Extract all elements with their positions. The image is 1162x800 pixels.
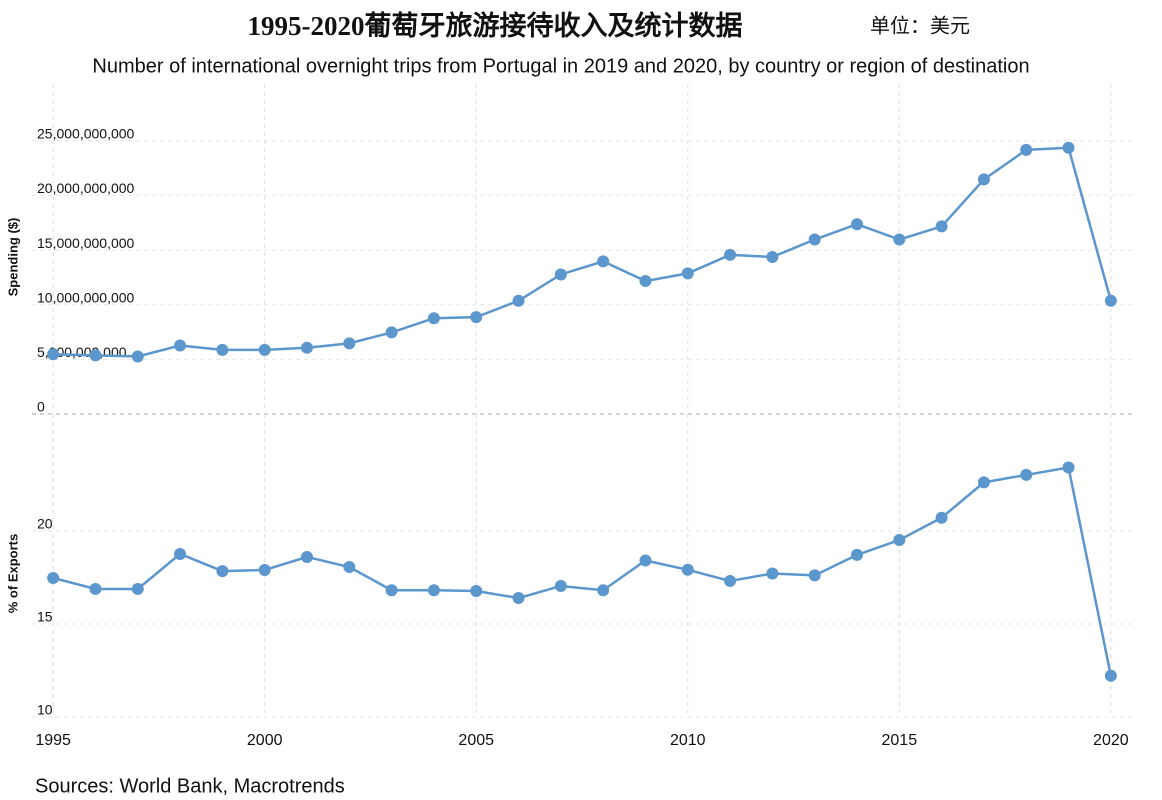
point — [554, 268, 567, 281]
point — [1062, 141, 1075, 154]
point — [851, 548, 863, 561]
point — [89, 582, 102, 595]
point — [681, 267, 694, 280]
subtitle: Number of international overnight trips … — [92, 55, 1029, 77]
line — [52, 466, 1113, 677]
point — [681, 563, 694, 576]
point — [385, 326, 398, 339]
point — [258, 343, 271, 356]
point — [597, 584, 610, 597]
line — [53, 146, 1113, 358]
point — [470, 584, 483, 597]
y-tick-label: 25,000,000,000 — [37, 125, 135, 141]
y-tick-label: 0 — [37, 399, 45, 415]
point — [639, 554, 652, 567]
point — [385, 584, 398, 597]
unit-label: 单位：美元 — [870, 14, 970, 37]
point — [47, 348, 60, 361]
point — [977, 173, 990, 186]
y-tick-label: 10,000,000,000 — [37, 289, 135, 305]
point — [935, 220, 948, 233]
point — [639, 275, 652, 288]
point — [216, 565, 229, 578]
point — [977, 476, 990, 489]
point — [554, 579, 567, 592]
point — [808, 569, 821, 582]
point — [724, 574, 737, 587]
y-tick-label: 15 — [37, 609, 53, 625]
x-tick-label: 2015 — [882, 732, 918, 749]
point — [131, 350, 144, 363]
x-tick-label: 2010 — [670, 732, 706, 749]
point — [47, 571, 60, 584]
y-axis-label: Spending ($) — [5, 218, 20, 297]
point — [427, 584, 440, 597]
point — [724, 248, 737, 261]
point — [174, 339, 187, 352]
x-tick-label: 2005 — [458, 732, 494, 749]
point — [893, 534, 906, 547]
point — [597, 255, 610, 268]
chart-title: 1995-2020葡萄牙旅游接待收入及统计数据 — [248, 10, 743, 41]
y-tick-label: 20,000,000,000 — [37, 180, 135, 196]
point — [808, 233, 821, 246]
point — [893, 233, 906, 246]
point — [1020, 468, 1033, 481]
point — [766, 567, 779, 580]
y-tick-label: 20 — [37, 516, 53, 532]
source: Sources: World Bank, Macrotrends — [35, 775, 345, 797]
x-tick-label: 2020 — [1093, 732, 1129, 749]
point — [512, 592, 525, 605]
point — [174, 547, 187, 560]
y-tick-label: 10 — [37, 702, 53, 718]
point — [301, 341, 313, 354]
point — [216, 343, 229, 356]
point — [935, 511, 948, 524]
point — [470, 311, 483, 324]
point — [258, 563, 271, 576]
point — [1062, 461, 1075, 474]
point — [427, 312, 440, 325]
point — [512, 294, 525, 307]
point — [766, 251, 779, 263]
x-tick-label: 1995 — [35, 732, 71, 749]
point — [301, 550, 313, 563]
y-axis-label: % of Exports — [5, 534, 20, 613]
point — [131, 582, 144, 595]
x-tick-label: 2000 — [247, 732, 283, 749]
point — [89, 349, 102, 362]
point — [1104, 669, 1117, 682]
point — [851, 218, 863, 231]
point — [1020, 143, 1033, 156]
point — [1104, 294, 1117, 307]
y-tick-label: 15,000,000,000 — [37, 235, 135, 251]
point — [343, 560, 356, 573]
point — [343, 337, 356, 350]
